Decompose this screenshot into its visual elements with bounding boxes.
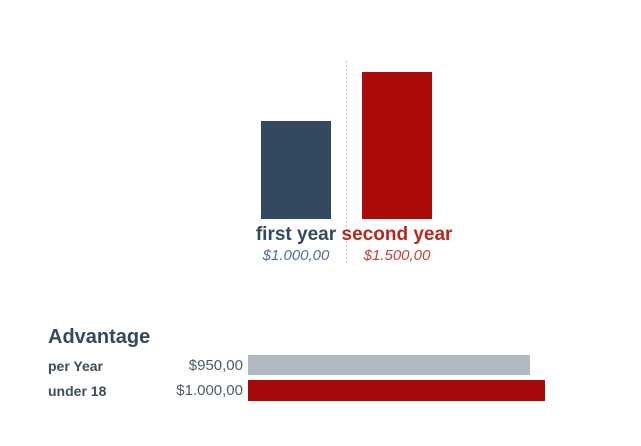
advantage-title: Advantage: [48, 326, 151, 348]
bar-first-year: [261, 121, 331, 219]
advantage-row-label-under-18: under 18: [48, 383, 107, 399]
advantage-row-value-under-18: $1.000,00: [176, 382, 243, 399]
bar-advantage-under-18: [248, 380, 545, 401]
bar-second-year: [362, 72, 432, 219]
bar-advantage-per-year: [248, 355, 530, 375]
value-label-second-year: $1.500,00: [363, 247, 431, 264]
advantage-row-value-per-year: $950,00: [188, 357, 243, 374]
category-label-second-year: second year: [341, 224, 453, 245]
value-label-first-year: $1.000,00: [262, 247, 330, 264]
category-label-first-year: first year: [255, 224, 337, 245]
dotted-divider-line: [346, 61, 347, 265]
advantage-row-label-per-year: per Year: [48, 358, 104, 374]
